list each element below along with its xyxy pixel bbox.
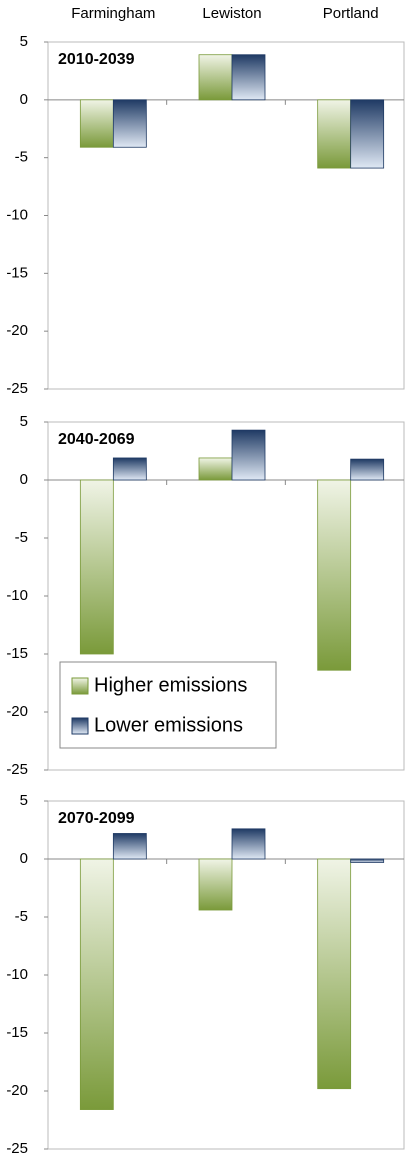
bar (350, 858, 385, 863)
y-tick-label: 5 (20, 792, 28, 809)
y-tick-label: 0 (20, 850, 28, 867)
panel-title: 2040-2069 (58, 431, 135, 448)
legend-box (59, 661, 277, 749)
bar (79, 99, 114, 148)
bar (231, 54, 266, 101)
bar (231, 429, 266, 481)
category-label: Portland (323, 5, 379, 22)
bar (198, 457, 233, 481)
y-tick-label: -5 (15, 529, 28, 546)
bar (350, 99, 385, 169)
y-tick-label: -25 (6, 380, 28, 397)
bar (198, 54, 233, 101)
y-tick-label: -10 (6, 587, 28, 604)
bar (112, 833, 147, 860)
bar (198, 858, 233, 911)
legend-swatch (71, 717, 89, 735)
y-tick-label: -5 (15, 908, 28, 925)
legend-label: Higher emissions (94, 674, 247, 696)
y-tick-label: -10 (6, 206, 28, 223)
bar (350, 458, 385, 481)
y-tick-label: -20 (6, 703, 28, 720)
y-tick-label: -25 (6, 1140, 28, 1157)
bar (317, 479, 352, 671)
y-tick-label: 5 (20, 33, 28, 50)
panel-title: 2010-2039 (58, 51, 135, 68)
panel-title: 2070-2099 (58, 810, 135, 827)
category-label: Lewiston (202, 5, 261, 22)
y-tick-label: 0 (20, 471, 28, 488)
y-tick-label: -25 (6, 761, 28, 778)
y-tick-label: -10 (6, 966, 28, 983)
legend-label: Lower emissions (94, 714, 243, 736)
category-label: Farmingham (71, 5, 155, 22)
bar (231, 828, 266, 860)
y-tick-label: 5 (20, 413, 28, 430)
bar (112, 99, 147, 148)
y-tick-label: 0 (20, 91, 28, 108)
y-tick-label: -20 (6, 1082, 28, 1099)
bar (79, 479, 114, 655)
y-tick-label: -15 (6, 264, 28, 281)
y-tick-label: -5 (15, 149, 28, 166)
legend-swatch (71, 677, 89, 695)
y-tick-label: -15 (6, 1024, 28, 1041)
bar (112, 457, 147, 481)
bar (317, 858, 352, 1090)
y-tick-label: -15 (6, 645, 28, 662)
bar (317, 99, 352, 169)
bar (79, 858, 114, 1110)
y-tick-label: -20 (6, 322, 28, 339)
